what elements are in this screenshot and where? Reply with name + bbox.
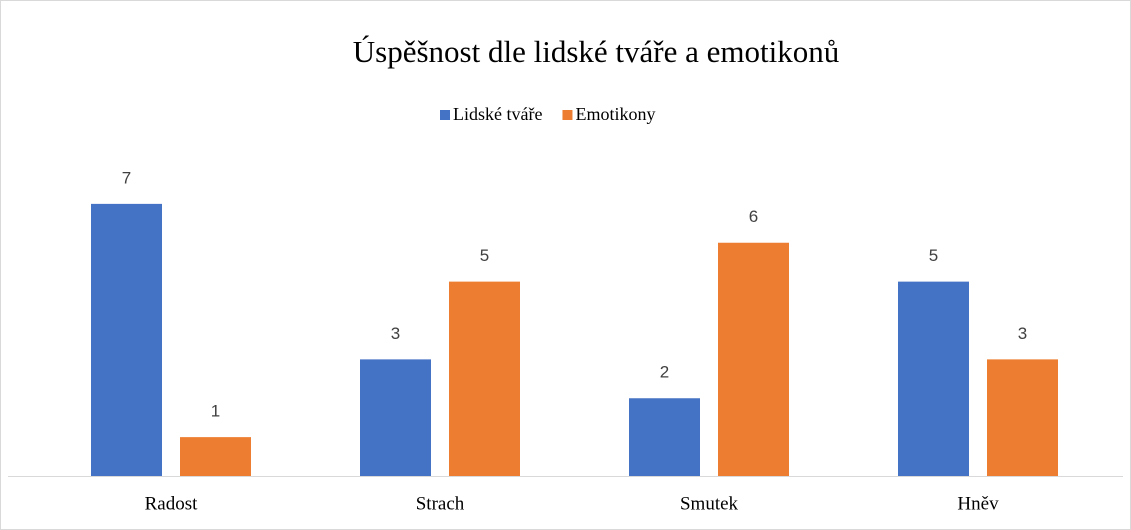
x-tick-label: Smutek (680, 493, 739, 514)
x-tick-label: Hněv (957, 493, 999, 514)
bar (91, 203, 162, 476)
value-label: 2 (660, 363, 669, 382)
value-label: 6 (749, 207, 758, 226)
legend-swatch (440, 110, 450, 120)
x-tick-label: Strach (416, 493, 465, 514)
value-label: 3 (391, 324, 400, 343)
value-label: 1 (211, 402, 220, 421)
bar (360, 359, 431, 476)
bar (987, 359, 1058, 476)
value-label: 5 (929, 246, 938, 265)
legend-label: Lidské tváře (453, 104, 542, 124)
value-label: 5 (480, 246, 489, 265)
bar (898, 281, 969, 476)
value-label: 7 (122, 168, 131, 187)
legend-swatch (562, 110, 573, 120)
chart-title: Úspěšnost dle lidské tváře a emotikonů (353, 34, 839, 69)
x-tick-label: Radost (145, 493, 199, 514)
bar (449, 281, 520, 476)
legend-label: Emotikony (575, 104, 655, 124)
bar (629, 398, 700, 476)
bar (180, 437, 251, 476)
value-label: 3 (1018, 324, 1027, 343)
bar (718, 242, 789, 476)
